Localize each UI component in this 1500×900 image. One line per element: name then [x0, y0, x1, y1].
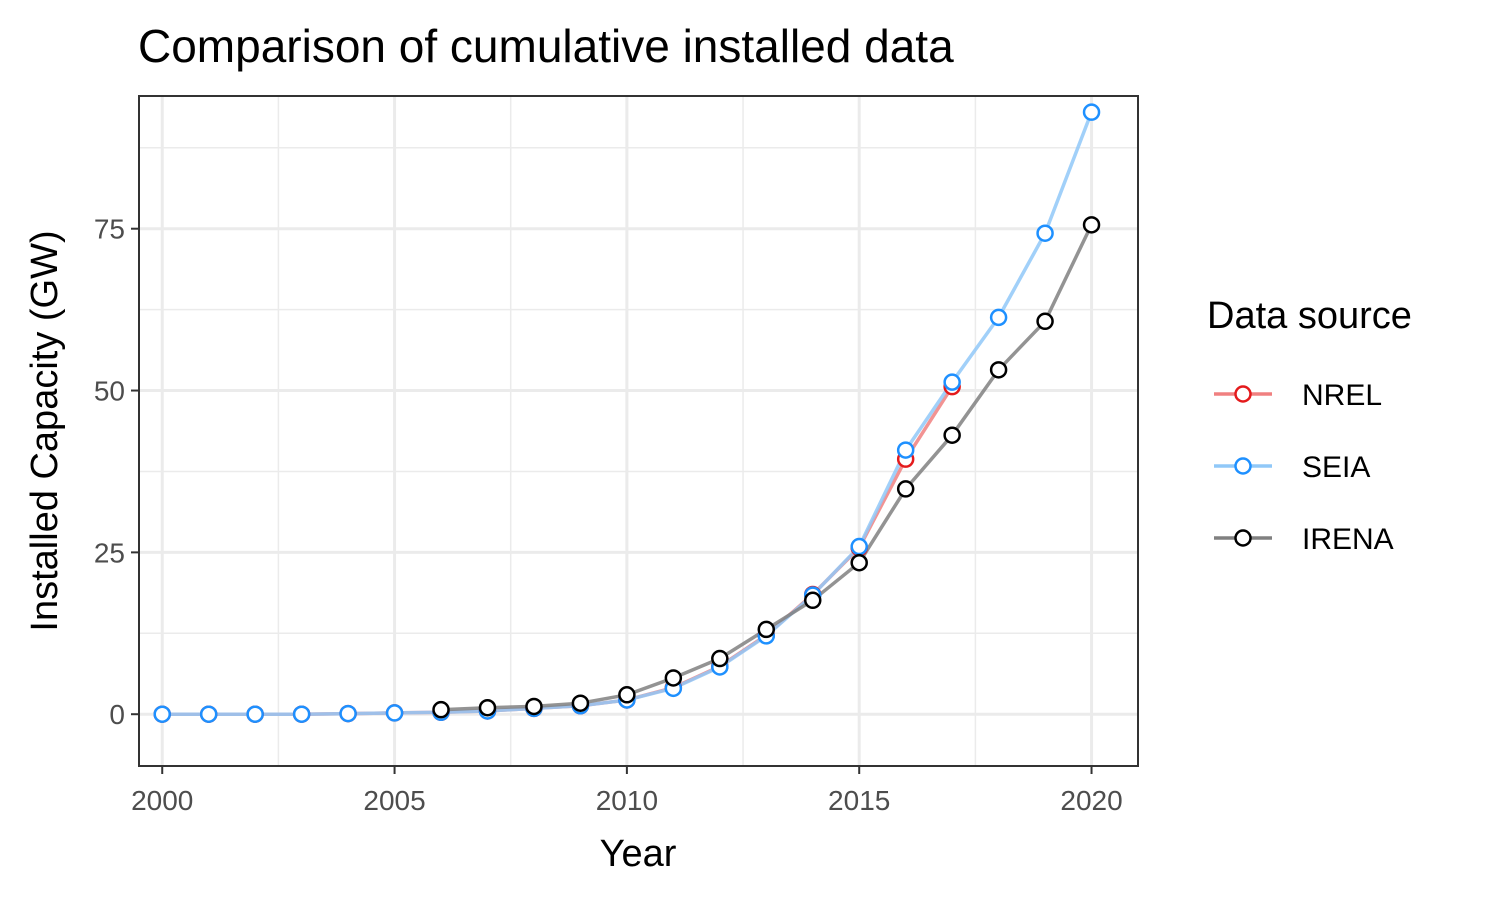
point-seia [850, 537, 868, 556]
x-axis: 2000 2005 2010 2015 2020 [131, 766, 1123, 816]
point-irena [571, 694, 590, 712]
x-axis-title: Year [600, 833, 677, 875]
point-irena [711, 649, 729, 668]
legend-key-point-seia [1234, 457, 1252, 475]
chart-title: Comparison of cumulative installed data [138, 20, 954, 72]
point-irena [525, 697, 543, 716]
point-irena [803, 591, 822, 610]
point-seia [989, 308, 1008, 327]
legend: Data source NREL SEIA IRENA [1207, 295, 1412, 556]
point-seia [385, 704, 404, 722]
grid-lines [139, 96, 1138, 766]
point-irena [896, 480, 915, 498]
point-seia [339, 704, 357, 723]
y-axis: 0 25 50 75 [94, 214, 139, 730]
legend-key-point-nrel [1234, 385, 1252, 403]
point-irena [1036, 312, 1054, 331]
point-irena [757, 620, 776, 639]
x-tick-label: 2010 [596, 785, 658, 816]
y-axis-title: Installed Capacity (GW) [24, 230, 66, 631]
legend-label-nrel: NREL [1302, 379, 1382, 412]
point-seia [246, 705, 264, 723]
y-tick-label: 75 [94, 214, 125, 245]
plot-panel [138, 95, 1139, 767]
point-seia [943, 373, 961, 391]
point-irena [850, 553, 868, 572]
y-tick-label: 0 [109, 699, 125, 730]
legend-label-seia: SEIA [1302, 451, 1370, 484]
series-points [153, 103, 1101, 723]
legend-label-irena: IRENA [1302, 523, 1394, 556]
legend-key-point-irena [1234, 529, 1252, 547]
point-seia [199, 705, 218, 723]
point-irena [943, 426, 961, 444]
point-seia [153, 705, 171, 723]
x-tick-label: 2020 [1060, 785, 1122, 816]
point-irena [432, 700, 450, 719]
point-irena [989, 361, 1008, 379]
point-irena [1082, 216, 1101, 234]
x-tick-label: 2015 [828, 785, 890, 816]
y-tick-label: 50 [94, 376, 125, 407]
point-irena [618, 686, 636, 704]
x-tick-label: 2000 [131, 785, 193, 816]
x-tick-label: 2005 [363, 785, 425, 816]
legend-title: Data source [1207, 295, 1412, 337]
point-seia [292, 705, 311, 723]
point-irena [664, 669, 683, 687]
point-seia [896, 441, 915, 459]
point-seia [1036, 224, 1054, 242]
panel-border [138, 95, 1139, 767]
y-tick-label: 25 [94, 537, 125, 568]
point-irena [478, 698, 497, 717]
point-seia [1082, 103, 1101, 121]
